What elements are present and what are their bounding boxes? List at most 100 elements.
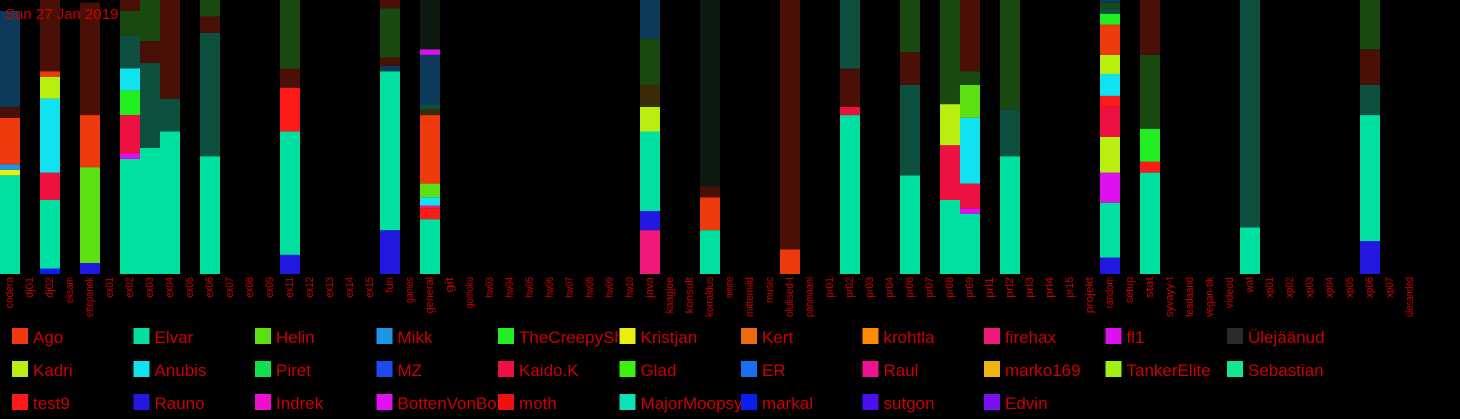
tick-label-hw08: hw08: [584, 277, 596, 298]
legend-label-1: Elvar: [155, 328, 194, 347]
bar-segment-pr09-2: [960, 183, 980, 209]
legend-swatch-20: [1105, 361, 1122, 377]
bar-segment-java-3: [640, 106, 660, 132]
bar-segment-ex02-2: [120, 115, 140, 154]
bar-segment-pr09-3: [960, 117, 980, 184]
legend-swatch-17: [741, 361, 757, 377]
bar-segment-general-3: [420, 197, 440, 206]
bar-segment-xp06-1: [1360, 115, 1380, 242]
legend-label-19: marko169: [1005, 361, 1081, 380]
legend-swatch-0: [12, 328, 28, 344]
tick-label-prl3: prl3: [1024, 277, 1036, 298]
tick-label-ex15: ex15: [364, 277, 376, 298]
tick-label-ex04: ex04: [164, 277, 176, 298]
legend-label-16: Glad: [641, 361, 677, 380]
bar-segment-general-7: [420, 104, 440, 110]
legend-swatch-5: [619, 328, 636, 344]
tick-label-setup: setup: [1124, 277, 1136, 303]
bar-segment-ex02-5: [120, 35, 140, 69]
legend-swatch-21: [1227, 361, 1243, 377]
legend-swatch-25: [376, 394, 393, 410]
bar-segment-ex11-3: [280, 68, 300, 88]
legend-label-12: Anubis: [155, 361, 207, 380]
legend-label-9: fl1: [1127, 328, 1145, 347]
tick-label-ülesanded: ülesanded: [1404, 277, 1416, 317]
tick-label-ex11: ex11: [284, 277, 296, 298]
bar-segment-pr06-1: [900, 84, 920, 176]
legend-label-29: sutgon: [884, 394, 935, 413]
bar-segment-ex11-4: [280, 0, 300, 69]
bar-segment-pr06-3: [900, 0, 920, 53]
bar-segment-wat-0: [1240, 227, 1260, 274]
legend-label-26: moth: [519, 394, 557, 413]
legend: Ago Elvar Helin Mikk TheCreepySh Kristjan Kert…: [12, 328, 1325, 413]
tick-label-xp03: xp03: [1304, 277, 1316, 298]
tick-label-general: general: [424, 277, 436, 313]
bars-group: [0, 0, 1380, 274]
tick-label-stat: stat: [1144, 277, 1156, 298]
bar-segment-dj02-5: [40, 71, 60, 77]
bar-segment-general-8: [420, 54, 440, 105]
tick-label-prl4: prl4: [1044, 277, 1056, 298]
bar-segment-java-0: [640, 230, 660, 274]
bar-segment-dj02-6: [40, 0, 60, 72]
bar-segment-dj02-0: [40, 268, 60, 274]
bar-segment-random-8: [1100, 24, 1120, 55]
legend-label-6: Kert: [762, 328, 793, 347]
legend-label-23: Rauno: [155, 394, 205, 413]
tick-label-ex02: ex02: [124, 277, 136, 298]
bar-segment-ex02-6: [120, 10, 140, 36]
tick-label-prl2: prl2: [1004, 277, 1016, 298]
bar-segment-codera-4: [0, 106, 20, 118]
tick-label-ex01: ex01: [104, 277, 116, 298]
bar-segment-stat-0: [1140, 172, 1160, 274]
bar-segment-prl2-0: [1000, 156, 1020, 274]
bar-segment-pr08-0: [940, 200, 960, 274]
legend-swatch-6: [741, 328, 757, 344]
bar-segment-ex03-0: [140, 147, 160, 274]
legend-swatch-19: [984, 361, 1000, 377]
tick-label-fun: fun: [384, 277, 396, 293]
tick-label-kaagjoe: kaagjoe: [664, 277, 676, 313]
legend-label-30: Edvin: [1005, 394, 1048, 413]
tick-label-pr01: pr01: [824, 277, 836, 298]
legend-label-20: TankerElite: [1127, 361, 1211, 380]
legend-label-5: Kristjan: [641, 328, 698, 347]
legend-swatch-3: [376, 328, 393, 344]
legend-label-2: Helin: [276, 328, 315, 347]
bar-segment-ex02-4: [120, 68, 140, 91]
legend-label-28: markal: [762, 394, 813, 413]
bar-segment-general-0: [420, 219, 440, 274]
bar-segment-ex06-1: [200, 32, 220, 157]
bar-segment-codera-3: [0, 117, 20, 165]
bar-segment-ex04-1: [160, 98, 180, 132]
legend-swatch-8: [984, 328, 1000, 344]
legend-swatch-4: [498, 328, 514, 344]
bar-segment-dj02-1: [40, 200, 60, 269]
legend-swatch-28: [741, 394, 757, 410]
tick-label-eksam: eksam: [64, 277, 76, 303]
tick-label-ettepanek: ettepanek: [84, 277, 96, 317]
legend-swatch-1: [133, 328, 150, 344]
legend-swatch-7: [862, 328, 879, 344]
bar-segment-general-1: [420, 208, 440, 220]
bar-segment-ex03-3: [140, 0, 160, 42]
tick-label-ex13: ex13: [324, 277, 336, 298]
tick-label-meme: meme: [724, 277, 736, 298]
bar-segment-java-5: [640, 38, 660, 85]
bar-segment-random-0: [1100, 257, 1120, 274]
legend-swatch-18: [862, 361, 879, 377]
legend-label-13: Piret: [276, 361, 311, 380]
bar-segment-general-9: [420, 49, 440, 55]
bar-segment-stat-2: [1140, 128, 1160, 162]
legend-label-17: ER: [762, 361, 786, 380]
bar-segment-stat-1: [1140, 161, 1160, 173]
tick-label-pr09: pr09: [964, 277, 976, 298]
legend-swatch-16: [619, 361, 636, 377]
bar-segment-ettepanek-0: [80, 263, 100, 274]
bar-segment-general-4: [420, 183, 440, 198]
tick-label-ex09: ex09: [264, 277, 276, 298]
legend-label-4: TheCreepySh: [519, 328, 624, 347]
bar-segment-pr09-6: [960, 0, 980, 72]
tick-label-videod: videod: [1224, 277, 1236, 308]
